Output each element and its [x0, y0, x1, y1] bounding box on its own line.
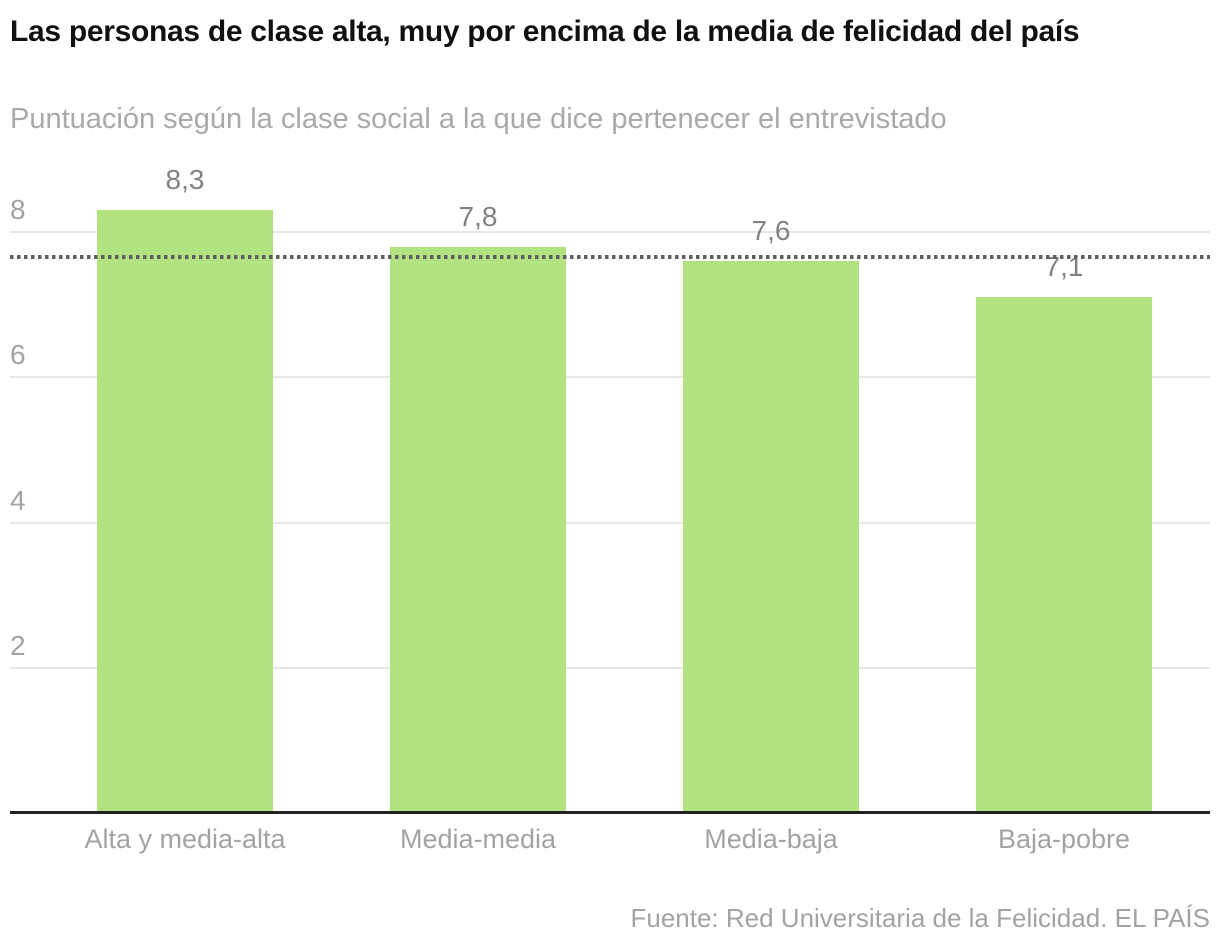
bar [976, 297, 1152, 813]
y-gridline [10, 521, 1210, 524]
bar-value-label: 7,6 [751, 215, 791, 247]
chart-title: Las personas de clase alta, muy por enci… [10, 15, 1080, 48]
reference-line-average [10, 255, 1210, 260]
y-tick-label: 2 [10, 629, 26, 661]
category-label: Media-media [399, 824, 557, 854]
y-tick-label: 8 [10, 194, 26, 225]
source-credit: Fuente: Red Universitaria de la Felicida… [630, 903, 1210, 933]
bar-value-label: 8,3 [165, 164, 205, 196]
bar-value-label: 7,8 [458, 200, 498, 232]
x-axis-line [10, 811, 1210, 814]
bar [683, 261, 859, 813]
category-label: Alta y media-alta [84, 824, 286, 854]
bar [390, 246, 566, 813]
category-label: Media-baja [704, 824, 838, 854]
bar [97, 210, 273, 813]
y-gridline [10, 231, 1210, 233]
category-label: Baja-pobre [997, 824, 1131, 854]
y-gridline [10, 376, 1210, 379]
y-gridline [10, 666, 1210, 669]
y-tick-label: 4 [10, 484, 26, 516]
y-tick-label: 6 [10, 339, 26, 371]
chart-subtitle: Puntuación según la clase social a la qu… [10, 103, 947, 135]
